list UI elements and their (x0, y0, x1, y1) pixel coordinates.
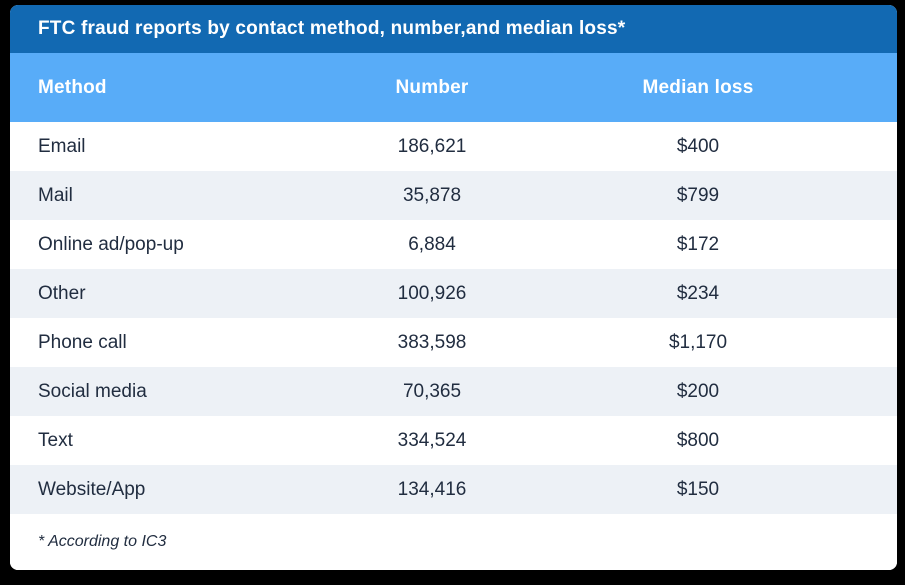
seam-artifact (653, 50, 879, 53)
table-card: FTC fraud reports by contact method, num… (10, 5, 897, 570)
cell-method: Phone call (38, 332, 127, 353)
cell-median-loss: $1,170 (668, 332, 728, 353)
table-row: Phone call 383,598 $1,170 (10, 318, 897, 367)
title-bar: FTC fraud reports by contact method, num… (10, 5, 897, 53)
table-row: Social media 70,365 $200 (10, 367, 897, 416)
cell-median-loss: $800 (676, 430, 720, 451)
cell-method: Other (38, 283, 86, 304)
cell-median-loss: $400 (676, 136, 720, 157)
table-row: Mail 35,878 $799 (10, 171, 897, 220)
table-footer: * According to IC3 (10, 514, 897, 570)
page-title: FTC fraud reports by contact method, num… (38, 18, 626, 39)
cell-number: 35,878 (402, 185, 462, 206)
table-row: Text 334,524 $800 (10, 416, 897, 465)
column-header-median-loss: Median loss (642, 77, 754, 98)
table-row: Other 100,926 $234 (10, 269, 897, 318)
table-row: Email 186,621 $400 (10, 122, 897, 171)
table-row: Online ad/pop-up 6,884 $172 (10, 220, 897, 269)
cell-method: Text (38, 430, 73, 451)
cell-median-loss: $172 (676, 234, 720, 255)
cell-method: Social media (38, 381, 147, 402)
cell-number: 134,416 (397, 479, 467, 500)
cell-number: 6,884 (408, 234, 456, 255)
cell-number: 383,598 (397, 332, 467, 353)
table-header-row: Method Number Median loss (10, 53, 897, 122)
cell-median-loss: $150 (676, 479, 720, 500)
cell-number: 100,926 (397, 283, 467, 304)
footnote-text: * According to IC3 (38, 533, 167, 550)
column-header-method: Method (38, 77, 107, 98)
cell-median-loss: $799 (676, 185, 720, 206)
cell-number: 334,524 (397, 430, 467, 451)
cell-method: Website/App (38, 479, 146, 500)
cell-method: Online ad/pop-up (38, 234, 184, 255)
cell-number: 186,621 (397, 136, 467, 157)
cell-method: Email (38, 136, 86, 157)
cell-method: Mail (38, 185, 73, 206)
column-header-number: Number (395, 77, 469, 98)
table-body: Email 186,621 $400 Mail 35,878 $799 Online ad/… (10, 122, 897, 514)
table-row: Website/App 134,416 $150 (10, 465, 897, 514)
seam-artifact (560, 50, 630, 53)
cell-median-loss: $234 (676, 283, 720, 304)
seam-artifact (537, 50, 553, 53)
cell-number: 70,365 (402, 381, 462, 402)
cell-median-loss: $200 (676, 381, 720, 402)
